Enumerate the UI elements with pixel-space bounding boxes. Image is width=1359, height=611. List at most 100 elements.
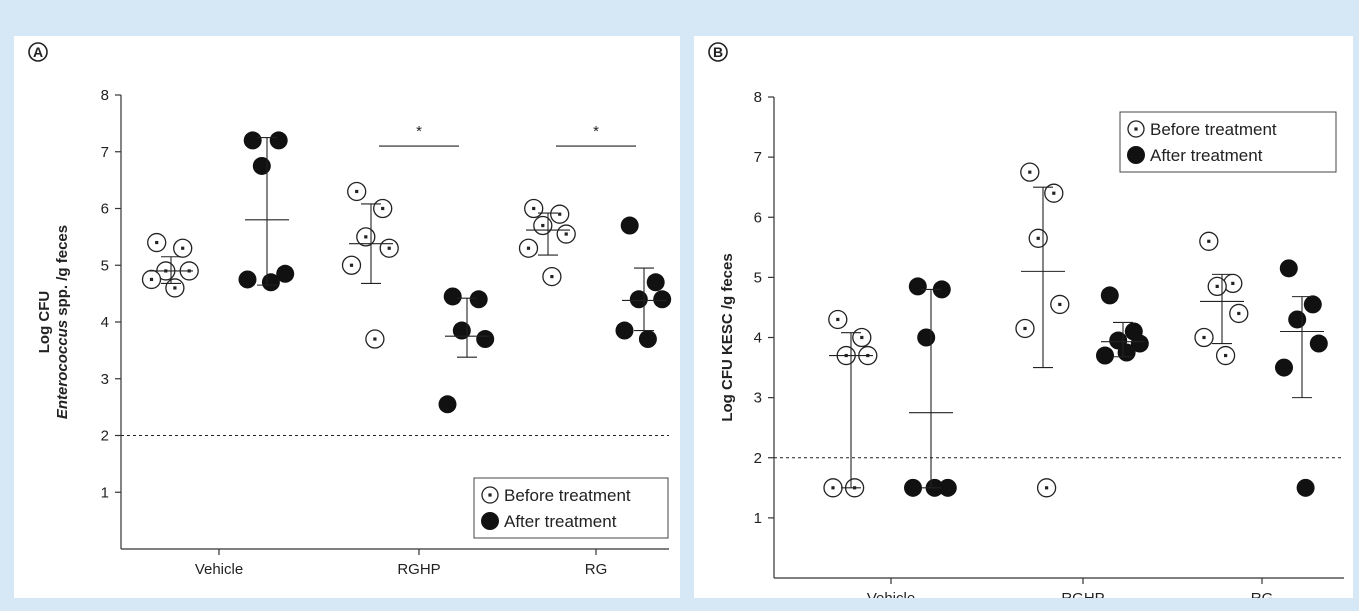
x-tick-label: RGHP (1061, 590, 1104, 598)
y-tick-label: 1 (101, 484, 109, 501)
point-after (261, 273, 280, 292)
point-after (276, 264, 295, 283)
point-before-dot (541, 223, 545, 228)
point-after (1275, 358, 1293, 377)
point-before-dot (373, 337, 377, 341)
point-before-dot (381, 206, 385, 211)
chart-a: A 1 2 3 4 5 6 7 8 Vehicle RGHP RG Log CFU Enterococcu… (28, 42, 672, 578)
point-after (438, 395, 457, 414)
point-after (1117, 343, 1136, 362)
point-before-dot (564, 232, 568, 236)
y-tick-label: 8 (754, 89, 762, 106)
y-tick-label: 5 (754, 269, 762, 286)
point-before-dot (1045, 486, 1049, 490)
point-before-dot (1052, 191, 1056, 195)
y-tick-label: 7 (754, 149, 762, 166)
point-after (932, 280, 951, 299)
significance-label: * (416, 123, 422, 140)
chart-b: B 1 2 3 4 5 6 7 8 Vehicle RGHP RG Log CFU KESC /g fe… (708, 42, 1344, 607)
legend-before-symbol-dot (488, 493, 492, 497)
point-before-dot (558, 212, 562, 216)
point-after (638, 330, 657, 349)
y-tick-label: 4 (101, 314, 109, 331)
point-after (908, 277, 927, 296)
point-after (1288, 310, 1307, 329)
y-tick-label: 3 (101, 371, 109, 388)
point-after (653, 290, 672, 309)
point-after (1130, 334, 1149, 353)
point-after (1309, 334, 1328, 353)
y-tick-label: 6 (754, 209, 762, 226)
point-before-dot (526, 246, 531, 250)
point-after (269, 131, 288, 150)
legend-before-label: Before treatment (1150, 120, 1277, 139)
panel-label-circle-a (28, 42, 48, 62)
legend-after-symbol (481, 512, 499, 530)
point-before-dot (831, 486, 835, 490)
x-tick-label: RG (585, 561, 608, 578)
point-before-dot (1058, 302, 1062, 307)
y-tick-label: 3 (754, 390, 762, 407)
legend-box (473, 477, 669, 539)
y-tick-label: 4 (754, 330, 762, 347)
point-after (615, 321, 634, 340)
point-before-dot (181, 246, 185, 250)
y-axis-label-line1: Log CFU (36, 291, 53, 353)
point-after (452, 321, 471, 340)
point-after (238, 270, 257, 289)
point-before-dot (1237, 311, 1241, 316)
point-before-dot (387, 246, 391, 250)
panel-label-circle-b (708, 42, 728, 62)
panel-label-b: B (713, 44, 723, 60)
point-before-dot (1028, 170, 1032, 174)
point-after (1100, 286, 1119, 305)
point-before-dot (532, 206, 536, 211)
legend-box (1119, 111, 1337, 173)
point-before-dot (1231, 281, 1235, 285)
legend-after-label: After treatment (504, 512, 617, 531)
x-tick-label: RG (1251, 590, 1274, 598)
legend-after-symbol (1127, 146, 1145, 164)
legend-before-label: Before treatment (504, 486, 631, 505)
point-after (904, 478, 922, 497)
y-tick-label: 2 (754, 450, 762, 467)
point-after (469, 290, 488, 309)
legend-after-label: After treatment (1150, 146, 1263, 165)
legend-before-symbol-dot (1134, 127, 1138, 131)
panel-label-a: A (33, 44, 43, 60)
y-tick-label: 7 (101, 144, 109, 161)
point-after (629, 290, 648, 309)
point-after (1279, 259, 1298, 278)
point-before-dot (1036, 236, 1040, 240)
point-after (1296, 478, 1315, 497)
point-after (646, 273, 665, 292)
y-tick-label: 8 (101, 87, 109, 104)
point-after (443, 287, 462, 306)
point-before-dot (155, 240, 159, 245)
point-after (938, 478, 957, 497)
point-before-dot (173, 286, 177, 290)
y-tick-label: 1 (754, 510, 762, 527)
point-after (1303, 295, 1322, 314)
point-before-dot (349, 263, 354, 267)
panel-b: B 1 2 3 4 5 6 7 8 Vehicle RGHP RG Log CFU KESC /g fe… (694, 36, 1353, 607)
point-before-dot (355, 189, 359, 194)
y-tick-label: 2 (101, 428, 109, 445)
point-after (252, 156, 271, 175)
point-before-dot (1023, 326, 1027, 331)
point-before-dot (1207, 239, 1211, 243)
x-tick-label: Vehicle (195, 561, 243, 578)
point-after (476, 330, 495, 349)
y-tick-label: 6 (101, 201, 109, 218)
point-before-dot (1215, 284, 1219, 288)
significance-label: * (593, 123, 599, 140)
point-before-dot (1202, 335, 1206, 340)
point-after (1096, 346, 1114, 365)
point-after (620, 216, 639, 235)
point-after (917, 328, 936, 347)
y-axis-label: Log CFU KESC /g feces (719, 253, 736, 421)
point-before-dot (860, 335, 864, 340)
x-tick-label: RGHP (397, 561, 440, 578)
point-before-dot (364, 235, 368, 239)
